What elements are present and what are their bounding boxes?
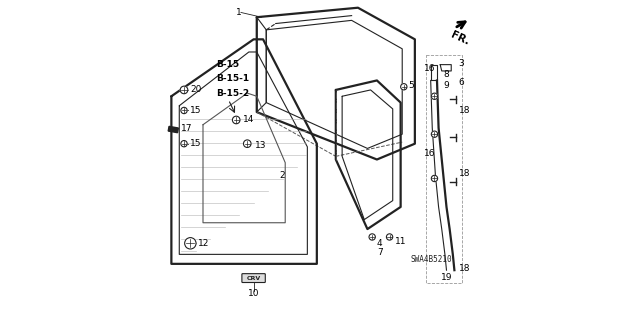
Text: B-15-2: B-15-2 — [216, 89, 250, 98]
Text: 5: 5 — [408, 81, 414, 90]
Text: 12: 12 — [198, 239, 210, 248]
Bar — [168, 126, 179, 133]
Text: 19: 19 — [441, 273, 452, 282]
Text: FR.: FR. — [450, 30, 472, 47]
Text: 13: 13 — [255, 141, 267, 150]
Text: 3: 3 — [458, 59, 464, 68]
Circle shape — [431, 175, 438, 182]
Text: 16: 16 — [424, 64, 435, 73]
Circle shape — [185, 238, 196, 249]
Text: 11: 11 — [396, 237, 407, 246]
Text: 6: 6 — [458, 78, 464, 86]
Text: 1: 1 — [236, 8, 241, 17]
Text: 2: 2 — [279, 171, 285, 180]
Text: 7: 7 — [377, 248, 383, 257]
Text: 16: 16 — [424, 149, 435, 158]
Text: 9: 9 — [444, 81, 449, 90]
Circle shape — [181, 107, 187, 114]
Text: B-15-1: B-15-1 — [216, 74, 250, 83]
Text: 14: 14 — [243, 115, 254, 124]
Circle shape — [369, 234, 375, 240]
Circle shape — [180, 86, 188, 94]
Circle shape — [243, 140, 251, 147]
Circle shape — [181, 141, 187, 147]
Text: 18: 18 — [458, 264, 470, 273]
Circle shape — [431, 93, 438, 100]
Text: 4: 4 — [377, 239, 383, 248]
Text: CRV: CRV — [246, 276, 260, 281]
Text: SWA4B5210: SWA4B5210 — [410, 255, 452, 263]
Text: 17: 17 — [181, 124, 193, 133]
Text: 10: 10 — [248, 289, 259, 298]
Circle shape — [431, 131, 438, 137]
Text: B-15: B-15 — [216, 60, 239, 69]
Text: 8: 8 — [444, 70, 449, 79]
Text: 15: 15 — [190, 139, 202, 148]
FancyBboxPatch shape — [242, 274, 266, 283]
Circle shape — [401, 84, 407, 90]
Circle shape — [387, 234, 393, 240]
Circle shape — [232, 116, 240, 124]
Text: 18: 18 — [458, 106, 470, 115]
Text: 18: 18 — [458, 169, 470, 178]
Text: 20: 20 — [190, 85, 202, 94]
Text: 15: 15 — [190, 106, 202, 115]
